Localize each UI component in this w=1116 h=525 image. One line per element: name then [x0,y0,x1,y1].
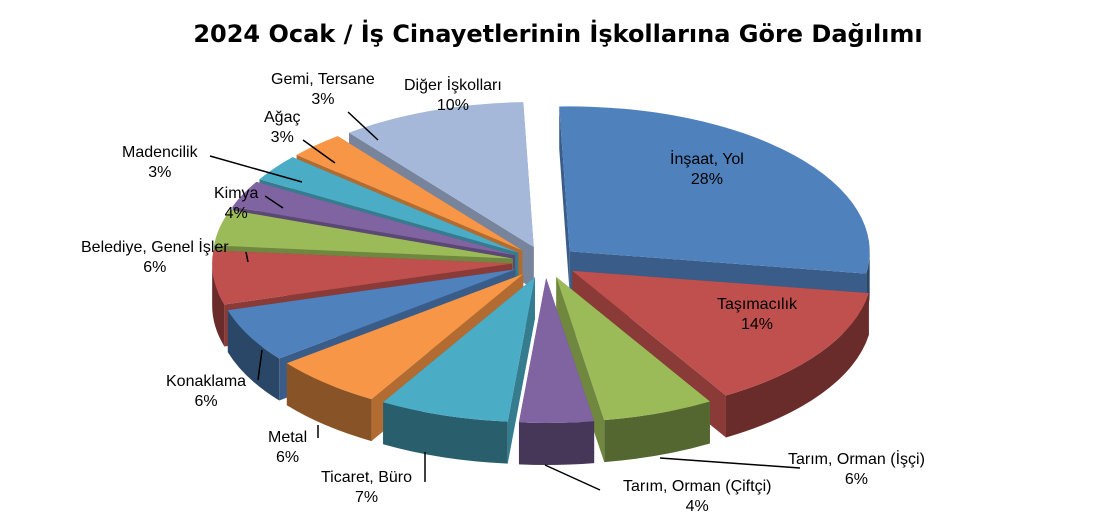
slice-value-label: 6% [143,259,167,276]
slice-value-label: 6% [276,449,300,466]
slice-outer-wall [383,402,508,464]
slice-name-label: Madencilik [122,144,198,161]
data-label-0: İnşaat, Yol 28% [670,150,744,190]
slice-value-label: 4% [685,498,709,515]
slice-top-face [214,209,513,259]
slice-value-label: 14% [740,316,774,333]
leader-line [544,464,601,491]
slice-outer-wall [725,293,869,438]
slice-name-label: Gemi, Tersane [271,71,375,88]
slice-outer-wall [286,363,372,442]
slice-top-face [259,157,519,253]
slice-name-label: İnşaat, Yol [670,151,744,168]
slice-top-face [559,106,870,274]
data-label-2: Tarım, Orman (İşçi) 6% [788,450,925,490]
slice-top-face [212,250,513,305]
chart-title: 2024 Ocak / İş Cinayetlerinin İşkolların… [193,20,923,48]
data-label-10: Ağaç 3% [264,108,300,148]
slice-top-face [572,270,869,396]
leader-line [209,155,303,183]
slice-value-label: 10% [436,97,469,114]
slice-top-face [286,274,524,400]
leader-line [302,139,336,164]
pie-slice-4 [383,277,535,464]
slice-value-label: 6% [844,471,868,488]
pie-slice-3 [518,277,595,465]
slice-outer-wall [212,263,225,347]
data-label-3: Tarım, Orman (Çiftçi) 4% [623,477,771,517]
slice-name-label: Ticaret, Büro [321,469,412,486]
leader-line [347,111,379,141]
slice-value-label: 4% [224,205,248,222]
slice-name-label: Belediye, Genel İşler [81,239,229,256]
slice-value-label: 28% [690,171,723,188]
slice-top-face [227,269,516,359]
slice-value-label: 3% [270,129,294,146]
slice-name-label: Taşımacılık [717,296,798,313]
slice-name-label: Tarım, Orman (Çiftçi) [623,478,772,495]
slice-top-face [556,276,710,421]
data-label-9: Madencilik 3% [122,143,198,183]
slice-name-label: Tarım, Orman (İşçi) [788,451,925,468]
data-label-12: Diğer İşkolları 10% [404,76,502,116]
slice-name-label: Ağaç [264,109,301,126]
slice-name-label: Kimya [214,185,259,202]
slice-value-label: 7% [354,489,379,506]
slice-top-face [232,181,516,256]
slice-name-label: Konaklama [166,373,247,390]
data-label-6: Konaklama 6% [166,372,246,412]
slice-value-label: 6% [194,393,218,410]
slice-value-label: 3% [311,91,335,108]
slice-outer-wall [227,310,280,401]
slice-top-face [349,102,534,248]
data-label-7: Belediye, Genel İşler 6% [81,238,229,278]
leader-line [245,251,249,263]
data-label-4: Ticaret, Büro 7% [321,468,412,508]
slice-outer-wall [604,401,710,463]
slice-top-face [518,277,595,423]
data-label-5: Metal 6% [268,428,307,468]
slice-top-face [383,277,535,422]
slice-name-label: Diğer İşkolları [404,77,502,94]
slice-outer-wall [518,421,595,465]
leader-line [264,195,284,209]
slice-side-wall [559,106,570,294]
leader-line [257,349,263,381]
slice-name-label: Metal [268,429,308,446]
data-label-8: Kimya 4% [214,184,258,224]
slice-value-label: 3% [148,164,172,181]
leader-line [659,457,801,469]
slice-top-face [296,136,523,251]
data-label-11: Gemi, Tersane 3% [271,70,375,110]
data-label-1: Taşımacılık 14% [717,295,797,335]
